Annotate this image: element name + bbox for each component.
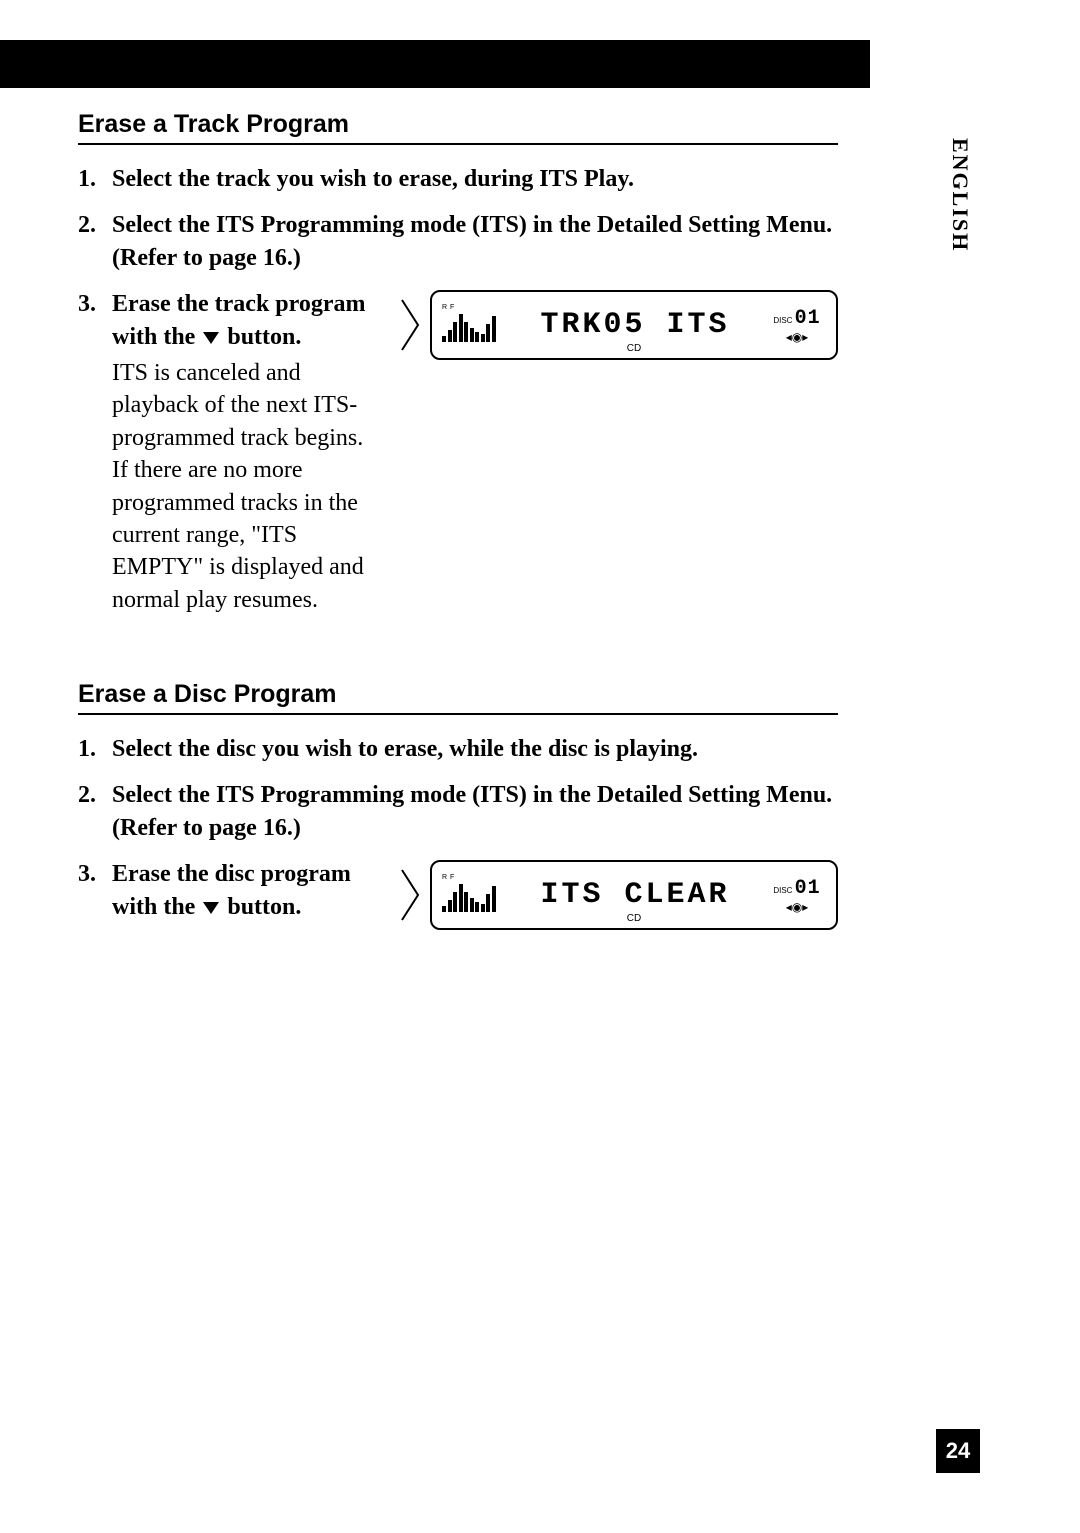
lcd-spectrum: R F	[442, 304, 502, 346]
lcd-disc-label: DISC	[773, 316, 792, 325]
lcd-spectrum-bars	[442, 312, 502, 342]
section2-title: Erase a Disc Program	[78, 680, 838, 715]
language-tab: ENGLISH	[940, 130, 980, 260]
step-text-post: button.	[221, 324, 301, 350]
lcd-cd-label: CD	[627, 913, 641, 924]
lcd-disc-number: 01	[795, 307, 821, 330]
lcd-text-right: ITS	[667, 308, 730, 342]
lcd-spectrum-bars	[442, 882, 502, 912]
lcd-panel: R F ITS CLEAR CD DISC 01 ◂◉▸	[430, 860, 838, 930]
step-number: 2.	[78, 209, 112, 274]
lcd-main-text: TRK05 ITS	[510, 308, 760, 342]
step-text: Select the ITS Programming mode (ITS) in…	[112, 209, 838, 274]
lcd-display-2: R F ITS CLEAR CD DISC 01 ◂◉▸	[398, 860, 838, 930]
section1-title: Erase a Track Program	[78, 110, 838, 145]
lcd-panel: R F TRK05 ITS CD DISC 01 ◂◉▸	[430, 290, 838, 360]
triangle-right-icon	[398, 860, 422, 930]
lcd-knob-icon: ◂◉▸	[768, 330, 826, 344]
lcd-cd-label: CD	[627, 343, 641, 354]
step-number: 3.	[78, 858, 112, 923]
section1-step-2: 2. Select the ITS Programming mode (ITS)…	[78, 209, 838, 274]
section2-step-3: 3. Erase the disc program with the butto…	[78, 858, 378, 923]
section1-step-1: 1. Select the track you wish to erase, d…	[78, 163, 838, 195]
lcd-text-left: ITS	[540, 878, 603, 912]
lcd-knob-icon: ◂◉▸	[768, 900, 826, 914]
step-number: 2.	[78, 779, 112, 844]
step-text: Select the ITS Programming mode (ITS) in…	[112, 779, 838, 844]
header-black-bar	[0, 40, 870, 88]
step-text: Select the track you wish to erase, duri…	[112, 163, 838, 195]
step-body: Erase the disc program with the button.	[112, 858, 378, 923]
lcd-spectrum-label: R F	[442, 874, 502, 881]
down-triangle-icon	[203, 332, 219, 344]
page-content: Erase a Track Program 1. Select the trac…	[78, 110, 838, 944]
step-note: ITS is canceled and playback of the next…	[112, 357, 378, 616]
section1-step-3-row: 3. Erase the track program with the butt…	[78, 288, 838, 616]
lcd-disc-label: DISC	[773, 886, 792, 895]
lcd-text-left: TRK05	[540, 308, 645, 342]
lcd-main-text: ITS CLEAR	[510, 878, 760, 912]
step-number: 3.	[78, 288, 112, 616]
step-number: 1.	[78, 163, 112, 195]
lcd-spectrum-label: R F	[442, 304, 502, 311]
lcd-right-panel: DISC 01 ◂◉▸	[768, 307, 826, 344]
lcd-spectrum: R F	[442, 874, 502, 916]
section2-step-1: 1. Select the disc you wish to erase, wh…	[78, 733, 838, 765]
step-body: Erase the track program with the button.…	[112, 288, 378, 616]
step-text: Select the disc you wish to erase, while…	[112, 733, 838, 765]
lcd-right-panel: DISC 01 ◂◉▸	[768, 877, 826, 914]
lcd-disc-number: 01	[795, 877, 821, 900]
down-triangle-icon	[203, 902, 219, 914]
lcd-text-right: CLEAR	[625, 878, 730, 912]
section2-step-2: 2. Select the ITS Programming mode (ITS)…	[78, 779, 838, 844]
page-number: 24	[936, 1429, 980, 1473]
step-text-post: button.	[221, 894, 301, 920]
lcd-display-1: R F TRK05 ITS CD DISC 01 ◂◉▸	[398, 290, 838, 360]
section1-step-3: 3. Erase the track program with the butt…	[78, 288, 378, 616]
section2-step-3-row: 3. Erase the disc program with the butto…	[78, 858, 838, 930]
step-number: 1.	[78, 733, 112, 765]
triangle-right-icon	[398, 290, 422, 360]
